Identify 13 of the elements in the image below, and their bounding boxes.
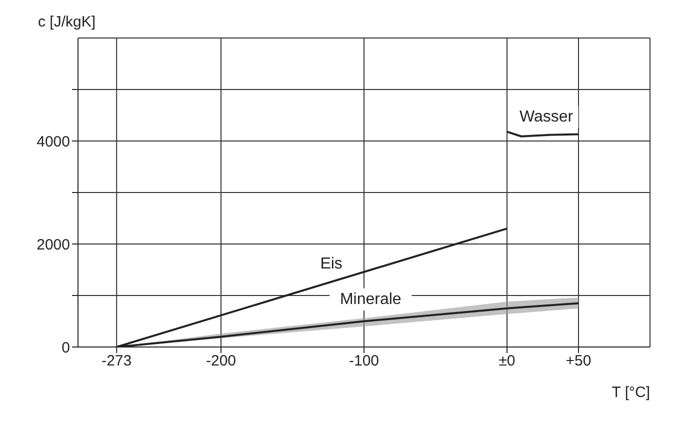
x-tick-label: +50 xyxy=(566,352,592,370)
x-axis-title: T [°C] xyxy=(612,384,650,401)
y-tick-label: 0 xyxy=(62,339,70,356)
y-tick-label: 2000 xyxy=(36,236,70,254)
series-label: Wasser xyxy=(520,108,574,126)
x-tick-label: -100 xyxy=(348,352,380,370)
y-tick-label: 4000 xyxy=(36,133,70,150)
x-tick-label: -200 xyxy=(206,352,236,370)
series-label: Eis xyxy=(320,255,342,272)
x-tick-label: ±0 xyxy=(498,352,516,370)
x-tick-label: -273 xyxy=(102,352,132,370)
series-label: Minerale xyxy=(340,290,402,308)
y-axis-title: c [J/kgK] xyxy=(38,14,96,31)
